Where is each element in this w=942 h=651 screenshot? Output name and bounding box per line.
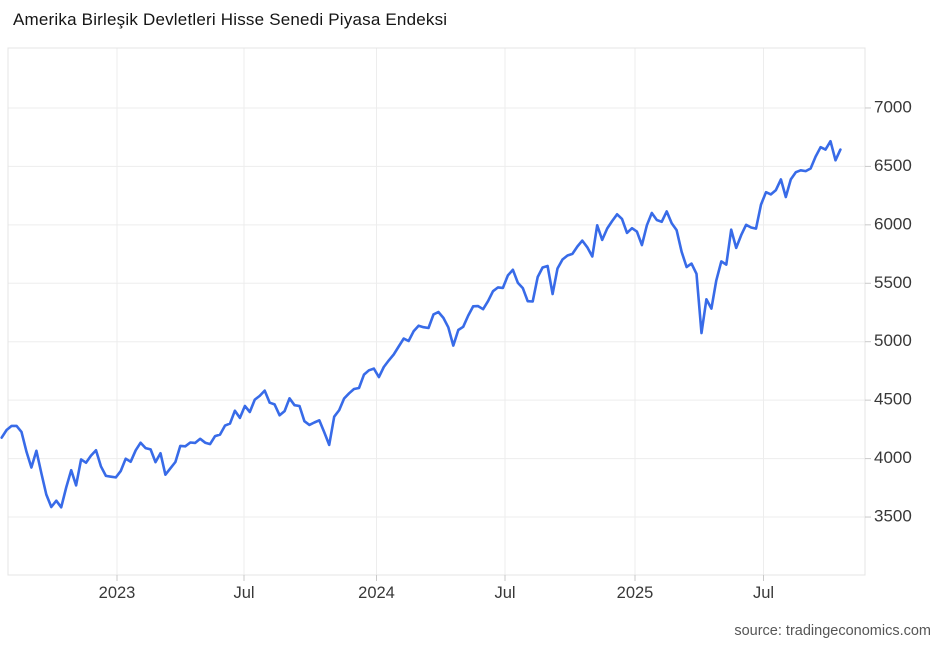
y-axis-tick-label: 5500 [874, 273, 912, 292]
x-axis-tick-label: 2025 [617, 584, 654, 602]
y-axis-tick-label: 6500 [874, 156, 912, 175]
y-axis-tick-label: 7000 [874, 97, 912, 116]
y-axis-tick-label: 4000 [874, 448, 912, 467]
y-axis-tick-label: 5000 [874, 331, 912, 350]
x-axis-tick-label: 2024 [358, 584, 395, 602]
y-axis-tick-label: 4500 [874, 390, 912, 409]
y-axis-tick-label: 3500 [874, 507, 912, 526]
x-axis-tick-label: 2023 [99, 584, 136, 602]
x-axis-tick-label: Jul [494, 584, 515, 602]
x-axis-tick-label: Jul [753, 584, 774, 602]
chart-title: Amerika Birleşik Devletleri Hisse Senedi… [13, 10, 448, 29]
index-price-line[interactable] [0, 139, 842, 509]
x-axis-tick-label: Jul [233, 584, 254, 602]
plot-border [7, 47, 866, 576]
y-axis-tick-label: 6000 [874, 214, 912, 233]
source-attribution-link[interactable]: source: tradingeconomics.com [734, 623, 931, 639]
